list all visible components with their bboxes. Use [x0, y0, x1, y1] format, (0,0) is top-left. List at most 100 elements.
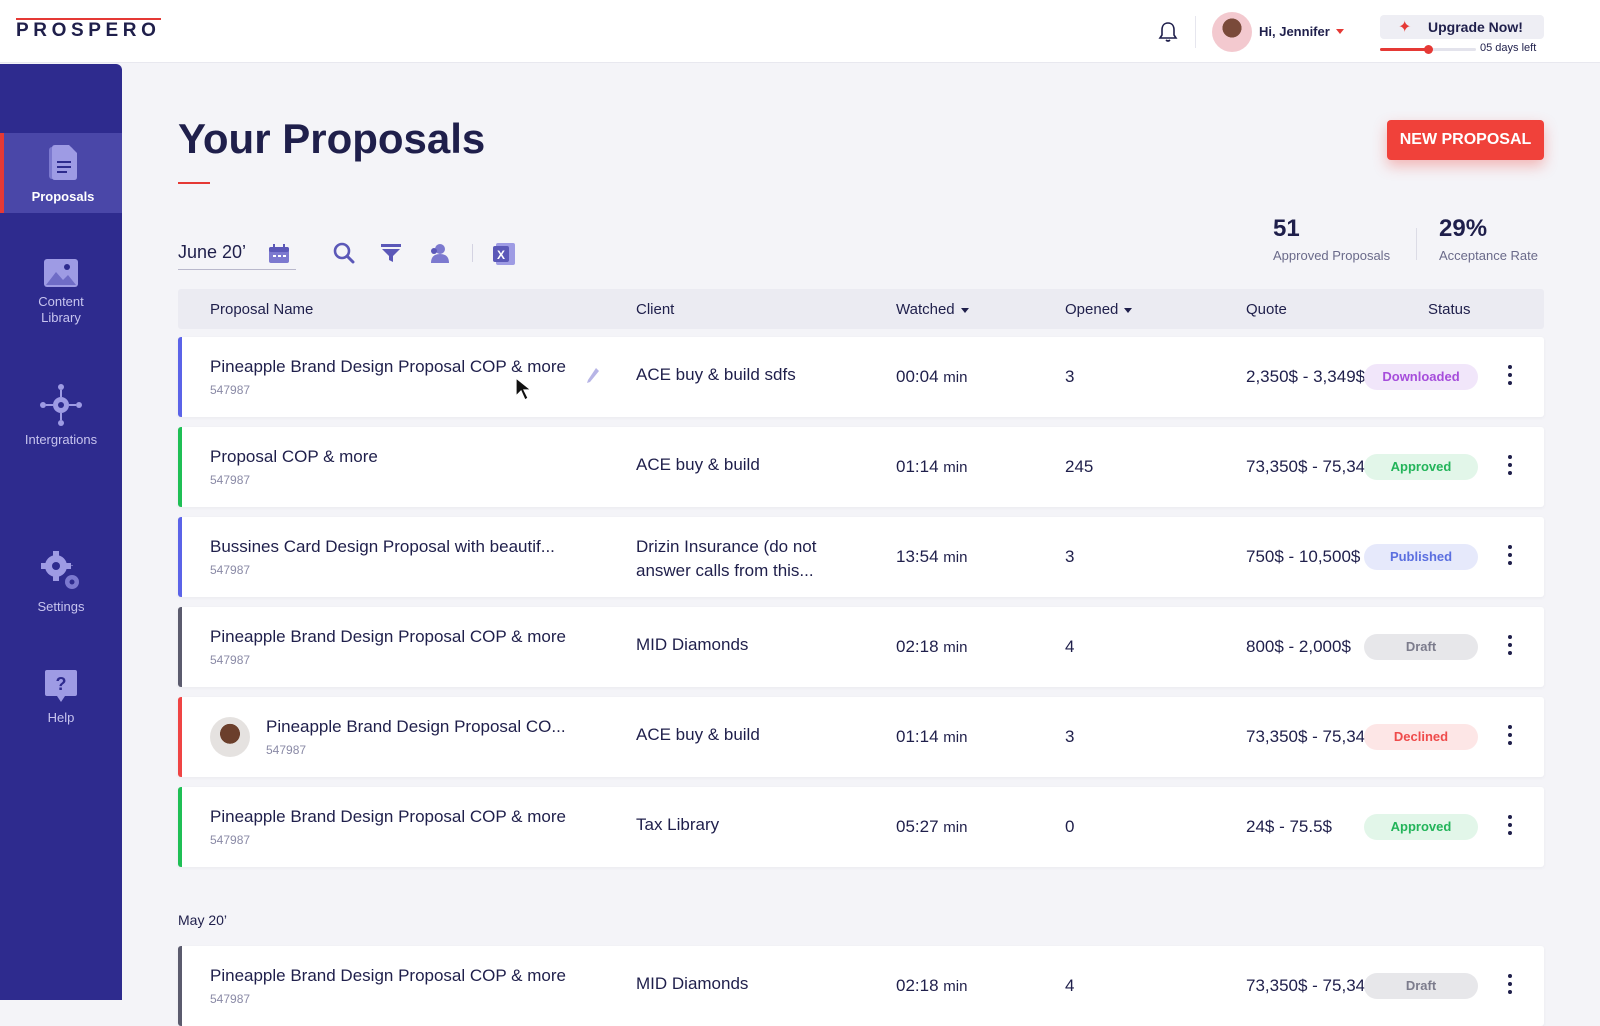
more-options-icon[interactable] — [1506, 545, 1514, 569]
client-name: ACE buy & build — [636, 455, 760, 474]
opened-count: 0 — [1065, 817, 1075, 836]
sidebar-item-label: Help — [47, 710, 75, 725]
document-icon — [49, 145, 77, 180]
trial-days-left: 05 days left — [1480, 42, 1537, 54]
filter-icon[interactable] — [380, 242, 402, 264]
svg-text:X: X — [497, 248, 505, 262]
help-icon: ? — [45, 670, 77, 702]
proposal-name[interactable]: Bussines Card Design Proposal with beaut… — [210, 537, 555, 556]
client-name: ACE buy & build sdfs — [636, 365, 796, 384]
column-quote[interactable]: Quote — [1246, 301, 1287, 318]
sort-down-icon[interactable] — [1124, 307, 1133, 313]
page-title: Your Proposals — [178, 115, 486, 162]
edit-pencil-icon[interactable] — [586, 367, 600, 385]
excel-export-icon[interactable]: X — [492, 242, 516, 266]
table-row[interactable]: Pineapple Brand Design Proposal COP & mo… — [178, 337, 1544, 417]
user-menu-caret-icon[interactable] — [1336, 29, 1344, 34]
header-divider — [1195, 16, 1196, 48]
sort-down-icon[interactable] — [960, 307, 969, 313]
mouse-cursor-icon — [515, 376, 533, 401]
column-client[interactable]: Client — [636, 301, 675, 318]
acceptance-rate: 29% — [1439, 215, 1488, 242]
client-name-line1: Drizin Insurance (do not — [636, 537, 817, 556]
opened-count: 3 — [1065, 367, 1075, 386]
status-badge: Declined — [1364, 724, 1478, 750]
proposal-name[interactable]: Pineapple Brand Design Proposal COP & mo… — [210, 807, 566, 826]
column-watched[interactable]: Watched — [896, 301, 969, 318]
column-opened[interactable]: Opened — [1065, 301, 1133, 318]
watched-unit: min — [943, 459, 968, 476]
upgrade-button[interactable] — [1380, 15, 1544, 39]
watched-value: 01:14 — [896, 457, 939, 476]
user-avatar[interactable] — [1212, 12, 1252, 52]
table-row[interactable]: Pineapple Brand Design Proposal COP & mo… — [178, 787, 1544, 867]
trial-progress-knob — [1424, 45, 1433, 54]
watched-value: 00:04 — [896, 367, 939, 386]
quote-range: 73,350$ - 75,349$ — [1246, 457, 1385, 476]
month-filter-label: June 20’ — [178, 242, 247, 262]
watched-unit: min — [943, 639, 968, 656]
column-status[interactable]: Status — [1428, 301, 1471, 318]
opened-count: 4 — [1065, 976, 1075, 995]
status-badge: Draft — [1364, 634, 1478, 660]
more-options-icon[interactable] — [1506, 974, 1514, 998]
proposal-id: 547987 — [266, 743, 307, 757]
more-options-icon[interactable] — [1506, 815, 1514, 839]
svg-text:?: ? — [56, 674, 67, 694]
more-options-icon[interactable] — [1506, 725, 1514, 749]
month-filter[interactable]: June 20’ — [178, 238, 296, 270]
calendar-icon[interactable] — [268, 244, 290, 264]
sidebar-item-help[interactable]: ? Help — [0, 668, 122, 726]
gears-icon — [41, 551, 79, 589]
proposal-name[interactable]: Pineapple Brand Design Proposal CO... — [266, 717, 566, 736]
client-name: ACE buy & build — [636, 725, 760, 744]
approved-label: Approved Proposals — [1273, 248, 1391, 263]
column-proposal-name[interactable]: Proposal Name — [210, 301, 314, 318]
sidebar-item-label: Intergrations — [24, 432, 98, 447]
title-underline — [178, 182, 210, 184]
table-header: Proposal Name Client Watched Opened Quot… — [178, 289, 1544, 329]
watched-time: 00:04 min — [896, 367, 967, 387]
sidebar-item-proposals[interactable]: Proposals — [0, 133, 122, 213]
more-options-icon[interactable] — [1506, 635, 1514, 659]
table-row[interactable]: Pineapple Brand Design Proposal COP & mo… — [178, 946, 1544, 1026]
user-greeting[interactable]: Hi, Jennifer — [1259, 24, 1330, 39]
more-options-icon[interactable] — [1506, 365, 1514, 389]
brand-logo[interactable]: PROSPERO — [16, 18, 161, 41]
sidebar-item-intergrations[interactable]: Intergrations — [0, 384, 122, 448]
proposal-name[interactable]: Pineapple Brand Design Proposal COP & mo… — [210, 627, 566, 646]
client-name: MID Diamonds — [636, 974, 749, 993]
client-avatar — [210, 717, 250, 757]
table-row[interactable]: Pineapple Brand Design Proposal COP & mo… — [178, 607, 1544, 687]
opened-count: 3 — [1065, 727, 1075, 746]
proposal-id: 547987 — [210, 992, 251, 1006]
proposal-id: 547987 — [210, 833, 251, 847]
trial-progress-bar — [1380, 45, 1476, 54]
client-name: MID Diamonds — [636, 635, 749, 654]
proposal-id: 547987 — [210, 473, 251, 487]
proposal-name[interactable]: Pineapple Brand Design Proposal COP & mo… — [210, 966, 566, 985]
proposal-name[interactable]: Proposal COP & more — [210, 447, 378, 466]
integrations-icon — [40, 384, 82, 426]
watched-time: 02:18 min — [896, 976, 967, 996]
proposal-id: 547987 — [210, 563, 251, 577]
toolbar-divider — [472, 244, 473, 262]
user-filter-icon[interactable] — [428, 242, 450, 264]
table-row[interactable]: Bussines Card Design Proposal with beaut… — [178, 517, 1544, 597]
more-options-icon[interactable] — [1506, 455, 1514, 479]
new-proposal-button[interactable]: NEW PROPOSAL — [1387, 120, 1544, 160]
watched-time: 05:27 min — [896, 817, 967, 837]
sidebar-item-settings[interactable]: Settings — [0, 549, 122, 615]
proposal-name[interactable]: Pineapple Brand Design Proposal COP & mo… — [210, 357, 566, 376]
notification-bell-icon[interactable] — [1158, 21, 1178, 43]
table-row[interactable]: Proposal COP & more 547987 ACE buy & build… — [178, 427, 1544, 507]
sidebar-item-label: Content Library — [38, 294, 84, 325]
table-row[interactable]: Pineapple Brand Design Proposal CO... 547… — [178, 697, 1544, 777]
upgrade-label[interactable]: Upgrade Now! — [1428, 19, 1523, 35]
search-icon[interactable] — [333, 242, 355, 264]
stats-divider — [1416, 228, 1417, 260]
sidebar-item-content-library[interactable]: Content Library — [0, 258, 122, 326]
client-name: Drizin Insurance (do not answer calls fro… — [636, 535, 856, 583]
quote-range: 750$ - 10,500$ — [1246, 547, 1361, 566]
status-badge: Downloaded — [1364, 364, 1478, 390]
